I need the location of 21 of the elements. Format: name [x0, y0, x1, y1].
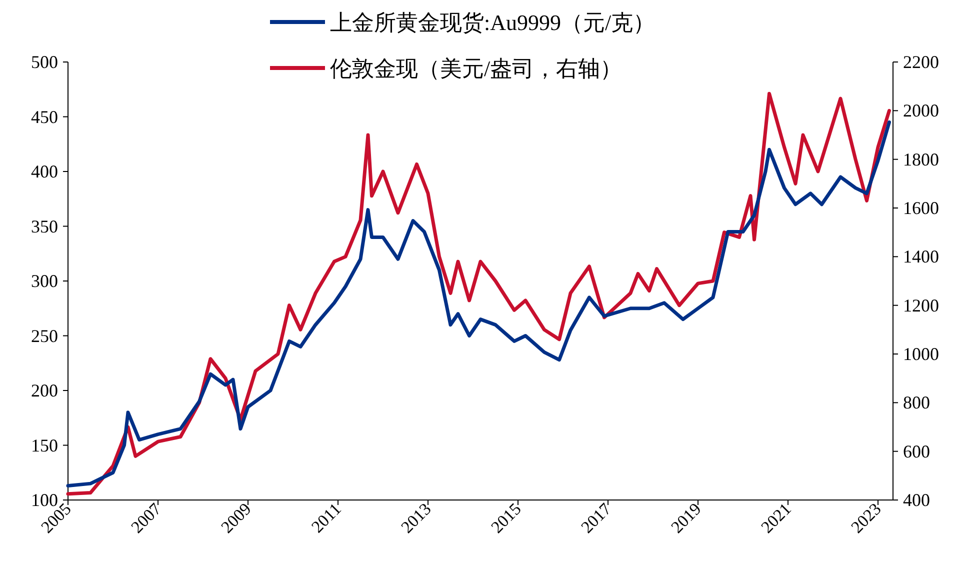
y-tick-label: 400 [31, 162, 58, 182]
y2-tick-label: 600 [903, 441, 930, 462]
y-tick-label: 150 [31, 435, 58, 456]
y-tick-label: 350 [31, 216, 58, 236]
x-tick-label: 2011 [308, 499, 345, 536]
legend-label: 伦敦金现（美元/盎司，右轴） [330, 56, 622, 81]
legend-label: 上金所黄金现货:Au9999（元/克） [330, 10, 656, 35]
y-tick-label: 250 [31, 326, 58, 346]
y2-tick-label: 2200 [903, 52, 939, 72]
y-tick-label: 300 [31, 271, 58, 291]
y-tick-label: 500 [31, 52, 58, 72]
y2-tick-label: 1800 [903, 149, 939, 170]
y2-tick-label: 1400 [903, 246, 939, 267]
y-tick-label: 450 [31, 106, 58, 127]
y2-tick-label: 400 [903, 490, 930, 510]
y2-tick-label: 800 [903, 392, 930, 413]
y2-tick-label: 1200 [903, 295, 939, 316]
y-tick-label: 200 [31, 380, 58, 400]
y2-tick-label: 1600 [903, 198, 939, 218]
y2-tick-label: 1000 [903, 344, 939, 364]
y2-tick-label: 2000 [903, 100, 939, 121]
